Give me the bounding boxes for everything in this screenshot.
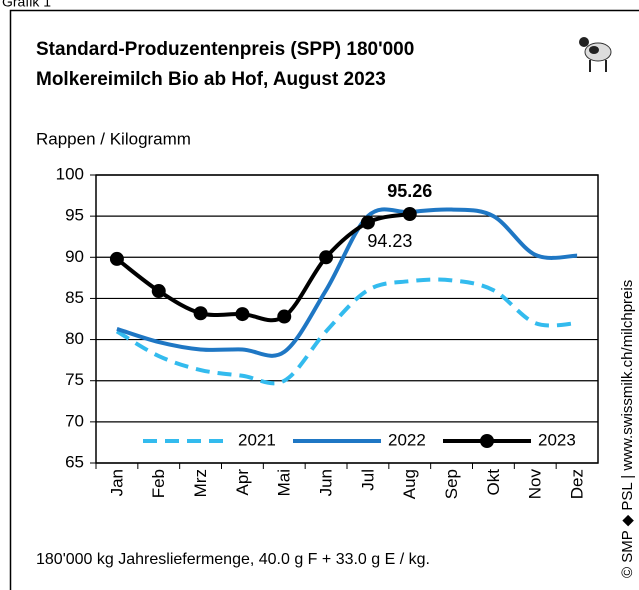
legend-marker [480, 434, 494, 448]
legend-label: 2023 [538, 430, 576, 449]
legend-label: 2021 [238, 430, 276, 449]
series-line [116, 207, 578, 358]
chart-title: Molkereimilch Bio ab Hof, August 2023 [36, 69, 386, 90]
y-tick-label: 65 [65, 452, 84, 471]
source: © SMP ◆ PSL | www.swissmilk.ch/milchprei… [619, 280, 636, 578]
data-label: 95.26 [387, 181, 432, 201]
x-tick-label: Aug [400, 469, 419, 499]
x-tick-label: Jun [317, 469, 336, 496]
y-tick-label: 75 [65, 370, 84, 389]
chart-title: Standard-Produzentenpreis (SPP) 180'000 [36, 39, 414, 60]
marker [319, 250, 334, 265]
data-label: 94.23 [367, 231, 412, 251]
series-line [115, 212, 411, 323]
y-axis-label: Rappen / Kilogramm [36, 129, 191, 148]
x-tick-label: Dez [568, 469, 587, 499]
page-label: Grafik 1 [2, 0, 51, 10]
marker [277, 309, 292, 324]
y-tick-label: 95 [65, 206, 84, 225]
marker [235, 307, 250, 322]
series-line [115, 277, 578, 386]
marker [360, 215, 375, 230]
x-tick-label: Feb [149, 469, 168, 498]
x-tick-label: Nov [526, 469, 545, 500]
marker [109, 251, 124, 266]
legend-label: 2022 [388, 430, 426, 449]
x-tick-label: Jul [358, 469, 377, 491]
y-tick-label: 85 [65, 288, 84, 307]
marker [193, 306, 208, 321]
marker [402, 207, 417, 222]
x-tick-label: Mai [275, 469, 294, 496]
y-tick-label: 100 [56, 164, 84, 183]
y-tick-label: 90 [65, 247, 84, 266]
y-tick-label: 80 [65, 329, 84, 348]
footnote: 180'000 kg Jahresliefermenge, 40.0 g F +… [36, 551, 430, 568]
y-tick-label: 70 [65, 411, 84, 430]
x-tick-label: Apr [233, 469, 252, 496]
marker [151, 284, 166, 299]
cow-icon [579, 37, 612, 72]
x-tick-label: Okt [484, 469, 503, 496]
x-tick-label: Mrz [191, 469, 210, 497]
x-tick-label: Jan [107, 469, 126, 496]
frame [9, 9, 639, 590]
plot-frame [95, 174, 599, 464]
x-tick-label: Sep [442, 469, 461, 499]
